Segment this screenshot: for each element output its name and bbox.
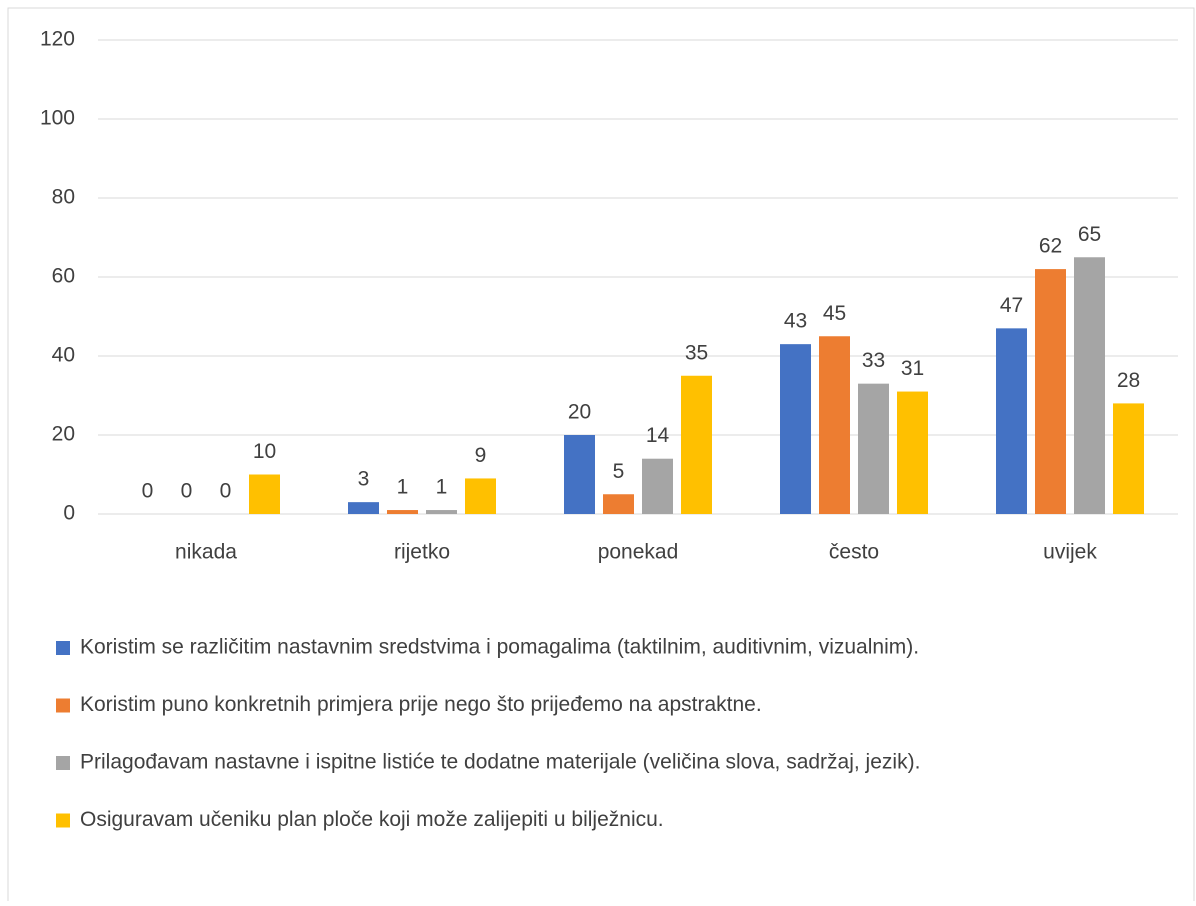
data-label: 0: [181, 480, 193, 503]
bar: [564, 435, 595, 514]
bar: [465, 478, 496, 514]
bar: [1074, 257, 1105, 514]
y-tick-label: 40: [52, 344, 75, 367]
legend-label: Prilagođavam nastavne i ispitne listiće …: [80, 751, 920, 774]
x-tick-label: često: [829, 541, 879, 564]
data-label: 10: [253, 440, 276, 463]
bar: [780, 344, 811, 514]
legend-swatch: [56, 641, 70, 655]
data-label: 1: [436, 476, 448, 499]
data-label: 45: [823, 302, 846, 325]
legend-label: Koristim puno konkretnih primjera prije …: [80, 693, 762, 716]
legend-swatch: [56, 813, 70, 828]
legend-label: Koristim se različitim nastavnim sredstv…: [80, 636, 919, 659]
y-tick-label: 0: [63, 502, 75, 525]
bar: [249, 474, 280, 514]
legend-swatch: [56, 756, 70, 770]
bar: [819, 336, 850, 514]
x-tick-label: uvijek: [1043, 541, 1097, 564]
bar: [1113, 403, 1144, 514]
y-tick-label: 100: [40, 107, 75, 130]
data-label: 65: [1078, 223, 1101, 246]
data-label: 20: [568, 401, 591, 424]
data-label: 1: [397, 476, 409, 499]
data-label: 0: [142, 480, 154, 503]
bar: [897, 391, 928, 514]
data-label: 62: [1039, 235, 1062, 258]
data-label: 5: [613, 460, 625, 483]
bar: [603, 494, 634, 514]
bar: [858, 383, 889, 514]
bar: [996, 328, 1027, 514]
x-tick-label: ponekad: [598, 541, 679, 564]
bar: [681, 375, 712, 514]
y-tick-label: 120: [40, 28, 75, 51]
bar: [426, 510, 457, 514]
data-label: 31: [901, 357, 924, 380]
y-tick-label: 20: [52, 423, 75, 446]
data-label: 35: [685, 341, 708, 364]
data-label: 28: [1117, 369, 1140, 392]
legend-swatch: [56, 698, 70, 713]
data-label: 47: [1000, 294, 1023, 317]
y-tick-label: 80: [52, 186, 75, 209]
data-label: 14: [646, 424, 670, 447]
y-tick-label: 60: [52, 265, 75, 288]
data-label: 33: [862, 349, 885, 372]
bar: [1035, 269, 1066, 514]
data-label: 0: [220, 480, 232, 503]
bar: [387, 510, 418, 514]
legend-label: Osiguravam učeniku plan ploče koji može …: [80, 808, 664, 831]
x-tick-label: nikada: [175, 541, 237, 564]
data-label: 43: [784, 310, 807, 333]
data-label: 9: [475, 444, 487, 467]
data-label: 3: [358, 468, 370, 491]
bar: [642, 458, 673, 514]
bar: [348, 502, 379, 514]
x-tick-label: rijetko: [394, 541, 450, 564]
